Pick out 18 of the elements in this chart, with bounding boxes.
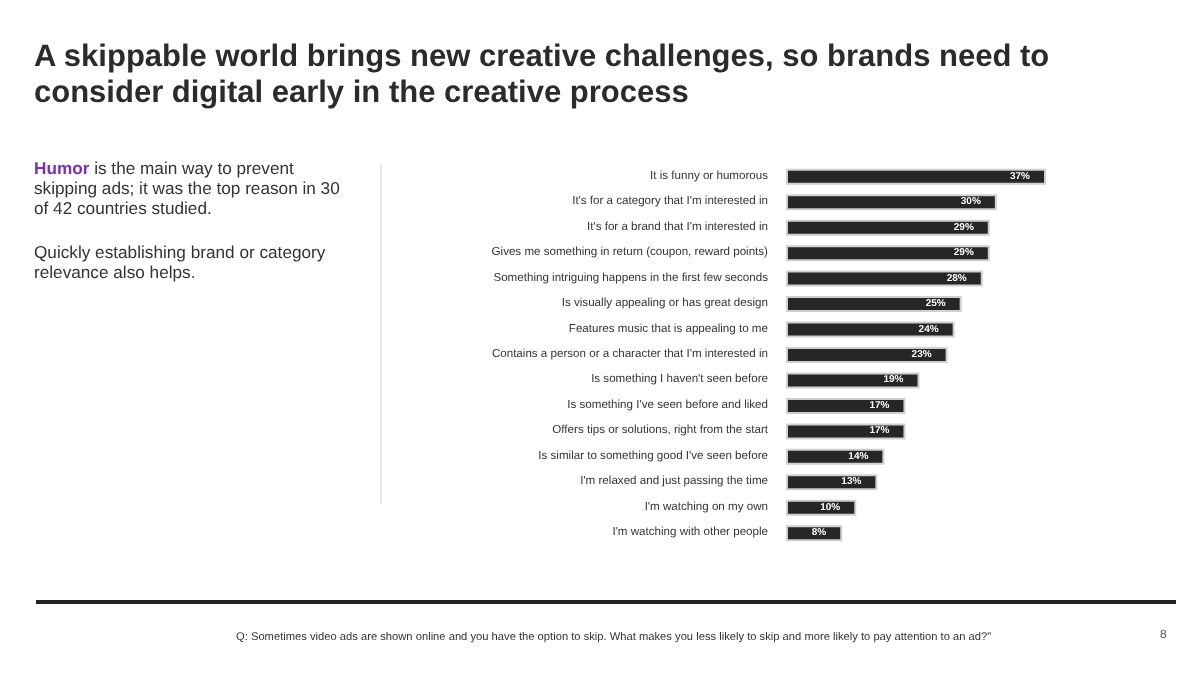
bar bbox=[786, 270, 983, 287]
text: Humor is the main way to prevent skipping ads; it was the top reason in 30 of 42 countries studied. bbox=[34, 158, 342, 218]
bar bbox=[786, 499, 857, 516]
text: Quickly establishing brand or category relevance also helps. bbox=[34, 242, 328, 282]
bar bbox=[786, 397, 906, 414]
bar bbox=[786, 525, 843, 542]
bar bbox=[786, 296, 962, 313]
bar bbox=[786, 245, 990, 262]
bar bbox=[786, 321, 955, 338]
chart-title: A skippable world brings new creative challenges, so brands need to consider digital early in the creative process bbox=[34, 40, 1052, 112]
bar bbox=[786, 194, 997, 211]
bar bbox=[786, 448, 885, 465]
bar bbox=[786, 168, 1046, 185]
bar bbox=[786, 423, 906, 440]
bar bbox=[786, 474, 878, 491]
bar bbox=[786, 219, 990, 236]
bar bbox=[786, 372, 920, 389]
bar bbox=[786, 347, 948, 363]
